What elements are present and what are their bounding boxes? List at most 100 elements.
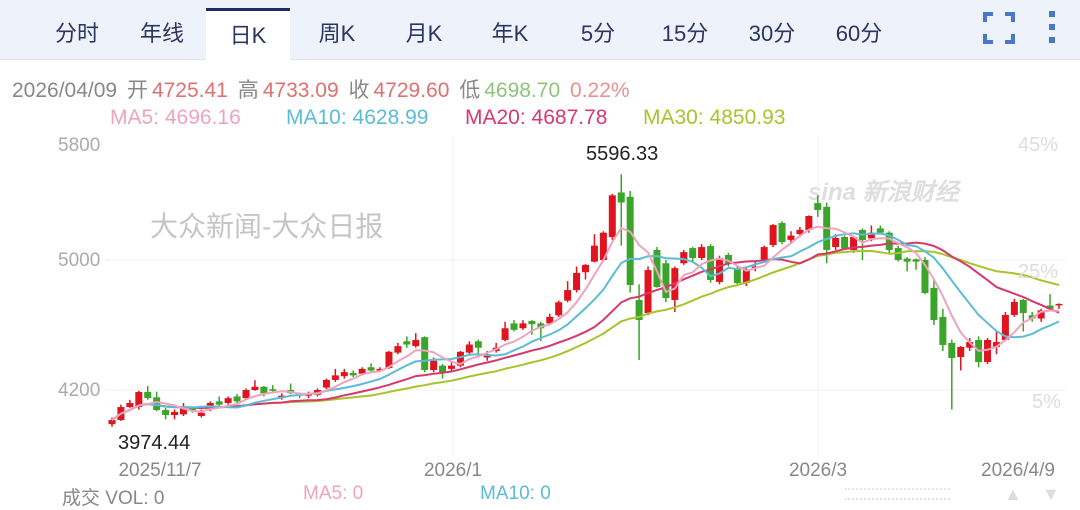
candle-body <box>599 232 607 260</box>
fullscreen-icon[interactable] <box>983 12 1015 49</box>
candle-body <box>590 245 598 262</box>
candle-body <box>456 351 464 366</box>
candle-body <box>385 351 393 369</box>
ma10-value: MA10: 4628.99 <box>286 106 429 129</box>
change-percent: 0.22% <box>570 79 630 102</box>
candle-body <box>617 192 625 203</box>
candle-body <box>912 259 920 262</box>
tab-30min[interactable]: 30分 <box>748 21 796 46</box>
candle-body <box>635 299 643 320</box>
candle-body <box>626 196 634 286</box>
arrow-down-icon[interactable]: ▼ <box>1042 484 1060 504</box>
candle-body <box>1037 310 1045 319</box>
low-label: 低 <box>459 79 481 102</box>
candle-body <box>135 391 143 408</box>
vol-ma5: MA5: 0 <box>303 483 364 504</box>
candle-body <box>233 396 241 402</box>
tab-yearline[interactable]: 年线 <box>139 21 184 46</box>
tab-monthly-k[interactable]: 月K <box>405 21 443 46</box>
candle-body <box>430 360 438 371</box>
open-label: 开 <box>126 79 148 102</box>
close-label: 收 <box>348 79 370 102</box>
arrow-up-icon[interactable]: ▲ <box>1004 484 1022 504</box>
more-vertical-icon[interactable] <box>1046 10 1058 49</box>
volume-label: 成交 VOL: 0 <box>62 488 165 509</box>
max-price-label: 5596.33 <box>586 143 659 165</box>
candle-body <box>171 411 179 416</box>
candle-body <box>698 247 706 258</box>
candle-body <box>966 342 974 348</box>
sina-watermark: sina 新浪财经 <box>808 179 959 206</box>
candle-body <box>421 337 429 371</box>
tab-intraday[interactable]: 分时 <box>54 21 99 46</box>
ma30-value: MA30: 4850.93 <box>643 106 786 129</box>
candle-body <box>957 346 965 358</box>
y-tick: 4200 <box>58 380 101 401</box>
candle-body <box>921 260 929 293</box>
tab-60min[interactable]: 60分 <box>835 21 883 46</box>
pct-tick: 5% <box>1032 391 1061 413</box>
range-slider[interactable] <box>845 488 950 500</box>
x-tick: 2026/1 <box>423 460 483 481</box>
candle-body <box>108 420 116 425</box>
candle-body <box>322 379 330 388</box>
candle-body <box>367 367 375 371</box>
open-value: 4725.41 <box>151 79 228 102</box>
candle-body <box>510 323 518 330</box>
candle-body <box>546 316 554 324</box>
candle-body <box>948 342 956 358</box>
candle-body <box>447 365 455 369</box>
candle-body <box>930 287 938 320</box>
close-value: 4729.60 <box>373 79 450 102</box>
candle-body <box>144 391 152 399</box>
candle-body <box>984 339 992 363</box>
candle-body <box>653 249 661 287</box>
candle-body <box>1019 299 1027 313</box>
candle-body <box>680 252 688 264</box>
candle-body <box>992 342 1000 347</box>
tab-15min[interactable]: 15分 <box>661 21 709 46</box>
candle-body <box>814 203 822 210</box>
tab-yearly-k[interactable]: 年K <box>491 21 529 46</box>
candle-body <box>644 270 652 313</box>
candle-body <box>903 258 911 262</box>
candle-body <box>787 235 795 240</box>
candle-body <box>340 372 348 377</box>
pct-tick: 45% <box>1018 134 1059 156</box>
ma5-line <box>111 225 1060 421</box>
candle-body <box>179 407 187 415</box>
period-tab-bar: 分时 年线 日K 周K 月K 年K 5分 15分 30分 60分 <box>0 0 1080 61</box>
high-value: 4733.09 <box>262 79 339 102</box>
vol-ma10: MA10: 0 <box>480 483 551 504</box>
candle-body <box>224 398 232 403</box>
candle-body <box>358 368 366 374</box>
candle-body <box>188 407 196 411</box>
tab-weekly-k[interactable]: 周K <box>318 21 356 46</box>
candle-body <box>251 386 259 390</box>
date: 2026/04/09 <box>12 79 118 102</box>
candle-body <box>867 232 875 239</box>
candle-body <box>573 273 581 291</box>
x-tick: 2026/4/9 <box>981 460 1055 481</box>
candle-body <box>474 341 482 348</box>
candle-body <box>1046 305 1054 309</box>
tab-5min[interactable]: 5分 <box>580 21 616 46</box>
candle-body <box>769 225 777 246</box>
tab-daily-k[interactable]: 日K <box>206 8 290 61</box>
candle-body <box>126 403 134 408</box>
candle-body <box>1010 301 1018 315</box>
candle-body <box>608 195 616 237</box>
candle-body <box>331 375 339 380</box>
candle-body <box>760 247 768 260</box>
ma10-line <box>111 232 1060 421</box>
candle-body <box>689 248 697 258</box>
candle-body <box>707 246 715 280</box>
candle-body <box>501 328 509 340</box>
candle-body <box>716 257 724 282</box>
pct-tick: 25% <box>1018 261 1059 283</box>
x-tick: 2025/11/7 <box>118 460 202 481</box>
candle-body <box>412 339 420 347</box>
candle-body <box>260 386 268 394</box>
